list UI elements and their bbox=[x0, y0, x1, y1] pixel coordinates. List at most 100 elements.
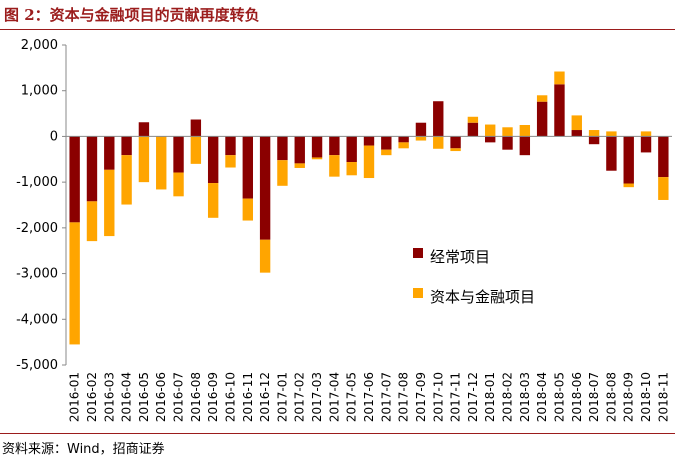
y-tick-label: 2,000 bbox=[21, 38, 58, 53]
x-tick-label: 2018-10 bbox=[639, 372, 653, 422]
bar-capital-financial bbox=[294, 163, 305, 168]
bar-capital-financial bbox=[363, 145, 375, 179]
x-tick-label: 2017-03 bbox=[310, 372, 324, 422]
x-tick-label: 2018-08 bbox=[604, 372, 618, 422]
x-tick-label: 2016-08 bbox=[189, 372, 203, 422]
bar-capital-financial bbox=[606, 131, 617, 137]
x-axis: 2016-01 2016-02 2016-03 2016-04 2016-05 2016-… bbox=[66, 135, 672, 422]
y-tick-label: -2,000 bbox=[16, 221, 58, 236]
bar-capital-financial bbox=[104, 169, 115, 237]
bar-current-account bbox=[554, 84, 565, 137]
x-tick-label: 2018-07 bbox=[587, 372, 601, 422]
x-tick-label: 2018-04 bbox=[535, 372, 549, 422]
bar-capital-financial bbox=[86, 201, 98, 242]
bar-current-account bbox=[588, 136, 600, 145]
bar-capital-financial bbox=[433, 136, 444, 149]
x-tick-label: 2017-09 bbox=[414, 372, 428, 422]
title-divider bbox=[0, 29, 675, 30]
bar-capital-financial bbox=[242, 198, 253, 221]
x-tick-label: 2018-01 bbox=[483, 372, 497, 422]
bar-capital-financial bbox=[277, 160, 288, 186]
bar-capital-financial bbox=[588, 130, 600, 137]
bar-current-account bbox=[346, 136, 357, 163]
bar-current-account bbox=[138, 122, 150, 137]
bar-current-account bbox=[606, 136, 617, 171]
bar-capital-financial bbox=[138, 136, 150, 183]
bar-current-account bbox=[225, 136, 236, 156]
bar-capital-financial bbox=[311, 157, 323, 160]
x-tick-label: 2017-11 bbox=[449, 372, 463, 422]
x-tick-label: 2017-10 bbox=[431, 372, 445, 422]
x-tick-label: 2018-02 bbox=[501, 372, 515, 422]
source-divider bbox=[0, 433, 675, 434]
bar-capital-financial bbox=[190, 136, 202, 164]
stacked-bar-chart: 2,000 1,000 0 -1,000 -2,000 -3,000 -4,000 -5,00… bbox=[16, 38, 672, 422]
x-tick-label: 2016-12 bbox=[258, 372, 272, 422]
bar-capital-financial bbox=[398, 142, 409, 149]
bar-capital-financial bbox=[259, 239, 271, 273]
bar-capital-financial bbox=[450, 148, 461, 152]
x-tick-label: 2017-12 bbox=[466, 372, 480, 422]
bar-current-account bbox=[242, 136, 253, 199]
bar-current-account bbox=[398, 136, 409, 143]
bar-current-account bbox=[104, 136, 115, 170]
legend-swatch-capital-financial bbox=[413, 288, 423, 298]
bar-capital-financial bbox=[536, 95, 548, 102]
figure-title: 图 2：资本与金融项目的贡献再度转负 bbox=[4, 6, 260, 24]
x-tick-label: 2017-01 bbox=[275, 372, 289, 422]
bar-capital-financial bbox=[173, 172, 184, 197]
x-tick-label: 2017-05 bbox=[345, 372, 359, 422]
bar-current-account bbox=[329, 136, 340, 156]
x-tick-label: 2018-03 bbox=[518, 372, 532, 422]
bar-current-account bbox=[86, 136, 98, 202]
y-tick-label: -3,000 bbox=[16, 267, 58, 282]
x-tick-label: 2017-07 bbox=[379, 372, 393, 422]
bar-capital-financial bbox=[502, 127, 513, 137]
bar-capital-financial bbox=[658, 177, 669, 200]
x-tick-label: 2018-05 bbox=[552, 372, 566, 422]
x-tick-label: 2016-10 bbox=[223, 372, 237, 422]
bar-current-account bbox=[502, 136, 513, 150]
y-tick-label: -4,000 bbox=[16, 312, 58, 327]
bar-current-account bbox=[640, 136, 652, 153]
bar-current-account bbox=[69, 136, 80, 223]
bar-capital-financial bbox=[121, 155, 132, 205]
bar-capital-financial bbox=[571, 115, 582, 131]
bar-capital-financial bbox=[485, 124, 496, 137]
bar-capital-financial bbox=[640, 131, 652, 137]
bar-capital-financial bbox=[623, 183, 634, 188]
legend-label-capital-financial: 资本与金融项目 bbox=[430, 288, 535, 306]
y-tick-label: 0 bbox=[50, 129, 58, 144]
x-tick-label: 2016-11 bbox=[241, 372, 255, 422]
bar-current-account bbox=[623, 136, 634, 184]
y-axis: 2,000 1,000 0 -1,000 -2,000 -3,000 -4,000 -5,00… bbox=[16, 38, 67, 373]
bar-current-account bbox=[415, 122, 427, 137]
bar-current-account bbox=[259, 136, 271, 240]
y-tick-label: 1,000 bbox=[21, 84, 58, 99]
bar-current-account bbox=[207, 136, 219, 184]
bar-current-account bbox=[658, 136, 669, 178]
bar-current-account bbox=[571, 130, 582, 137]
bar-current-account bbox=[311, 136, 323, 158]
bar-current-account bbox=[277, 136, 288, 161]
x-tick-label: 2018-11 bbox=[656, 372, 670, 422]
bar-current-account bbox=[381, 136, 392, 150]
bar-capital-financial bbox=[156, 136, 167, 190]
bar-current-account bbox=[363, 136, 375, 146]
x-tick-label: 2016-05 bbox=[137, 372, 151, 422]
bar-capital-financial bbox=[519, 125, 531, 137]
bar-capital-financial bbox=[554, 71, 565, 85]
bar-group bbox=[69, 71, 669, 345]
bar-capital-financial bbox=[467, 116, 479, 123]
x-tick-label: 2016-02 bbox=[85, 372, 99, 422]
bar-current-account bbox=[294, 136, 305, 164]
bar-capital-financial bbox=[225, 155, 236, 168]
bar-capital-financial bbox=[207, 183, 219, 218]
bar-current-account bbox=[519, 136, 531, 156]
bar-capital-financial bbox=[329, 155, 340, 177]
bar-capital-financial bbox=[69, 222, 80, 345]
x-tick-label: 2017-08 bbox=[397, 372, 411, 422]
bar-current-account bbox=[485, 136, 496, 143]
y-tick-label: -5,000 bbox=[16, 358, 58, 373]
x-tick-label: 2016-04 bbox=[120, 372, 134, 422]
